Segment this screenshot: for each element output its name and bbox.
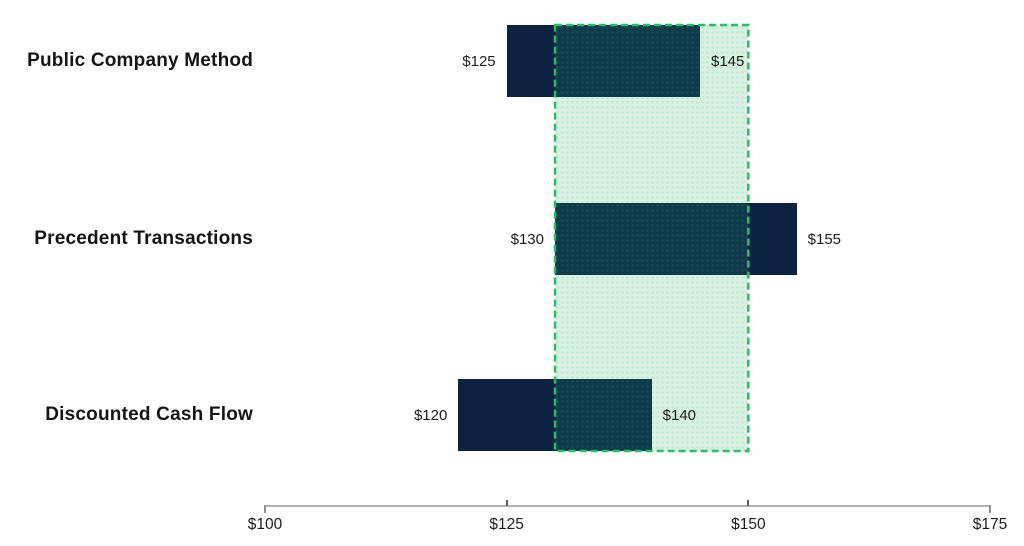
range-bar-highlight-overlap — [555, 203, 749, 275]
range-bar-highlight-overlap — [555, 25, 700, 97]
high-value-label: $140 — [662, 406, 697, 424]
low-value-label: $130 — [510, 230, 544, 248]
high-value-label: $145 — [711, 52, 745, 70]
low-value-label: $125 — [462, 52, 496, 70]
x-axis-tick-label: $125 — [489, 516, 524, 533]
category-label: Discounted Cash Flow — [45, 404, 253, 425]
low-value-label: $120 — [413, 406, 448, 424]
x-axis-tick — [505, 500, 508, 506]
x-axis-line — [265, 505, 990, 507]
high-value-label: $155 — [807, 230, 842, 248]
x-axis-tick-label: $150 — [731, 516, 766, 533]
category-label: Public Company Method — [27, 50, 253, 71]
range-bar-highlight-overlap — [555, 379, 652, 451]
x-axis-tick-label: $175 — [972, 516, 1008, 533]
x-axis-end-cap — [989, 505, 991, 513]
x-axis-tick — [747, 500, 750, 506]
x-axis-tick-label: $100 — [247, 516, 283, 533]
category-label: Precedent Transactions — [34, 228, 253, 249]
x-axis-end-cap — [264, 505, 266, 513]
